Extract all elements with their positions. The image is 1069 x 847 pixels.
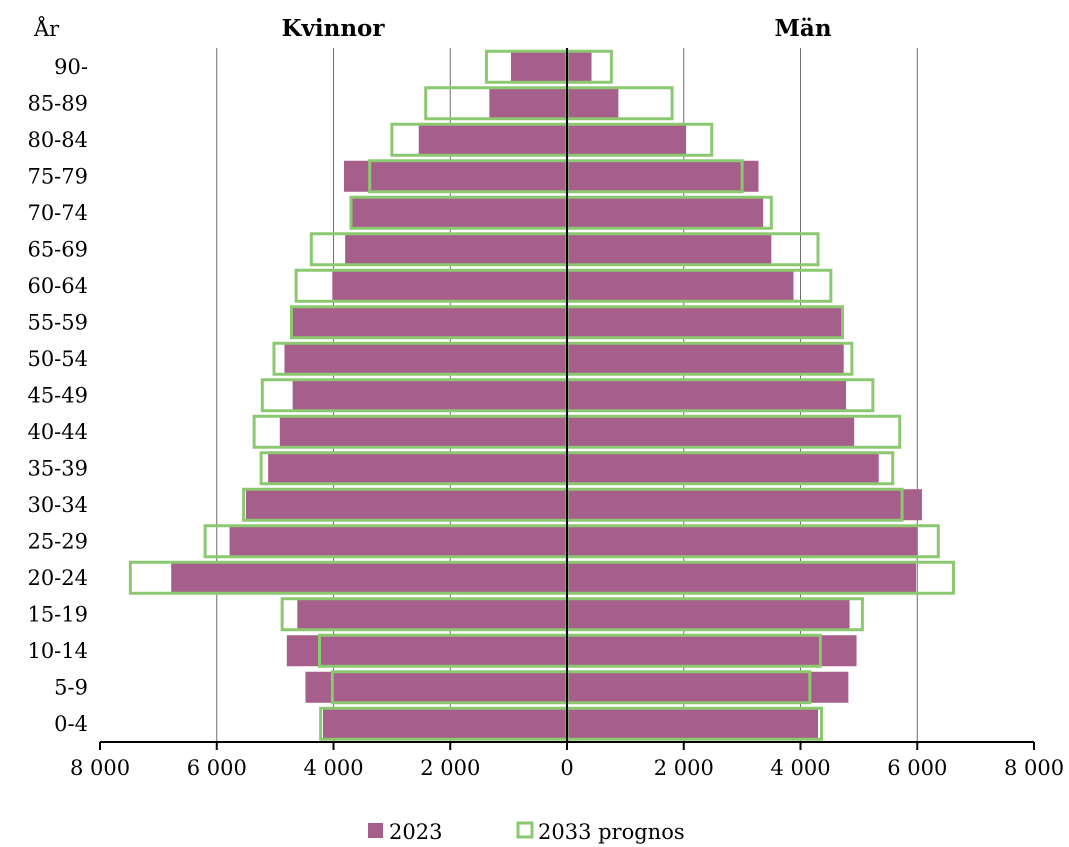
left-panel-title: Kvinnor	[282, 15, 386, 42]
x-tick-label-6: 4 000	[770, 756, 830, 780]
age-group-labels: 0-4 5-9 10-14 15-19 20-24 25-29 30-34 35-39 40-4…	[27, 55, 88, 736]
bar-2023-men-0-4	[567, 708, 819, 740]
bar-2023-men-70-74	[567, 197, 764, 229]
right-panel-title: Män	[774, 15, 831, 42]
age-label-80-84: 80-84	[27, 128, 88, 152]
x-tick-label-2: 4 000	[303, 756, 363, 780]
bar-2023-men-5-9	[567, 671, 849, 703]
bar-2023-men-90-	[567, 51, 592, 83]
bar-2023-men-30-34	[567, 489, 922, 521]
bar-2023-women-50-54	[284, 343, 567, 375]
bar-2023-men-60-64	[567, 270, 794, 302]
bar-2023-men-15-19	[567, 598, 850, 630]
axes	[99, 48, 1035, 750]
bar-2023-women-70-74	[352, 197, 567, 229]
x-tick-label-4: 0	[560, 756, 573, 780]
bar-2023-women-30-34	[245, 489, 567, 521]
bar-2023-women-90-	[510, 51, 567, 83]
bar-2023-women-35-39	[268, 452, 567, 484]
age-label-40-44: 40-44	[27, 420, 88, 444]
bar-2023-men-45-49	[567, 379, 847, 411]
bar-2023-men-35-39	[567, 452, 879, 484]
legend: 2023 2033 prognos	[368, 820, 685, 844]
bar-2023-women-75-79	[344, 160, 567, 192]
bar-2023-men-20-24	[567, 562, 917, 594]
age-label-0-4: 0-4	[54, 712, 88, 736]
x-tick-label-5: 2 000	[654, 756, 714, 780]
age-label-15-19: 15-19	[27, 602, 88, 626]
x-tick-labels: 8 000 6 000 4 000 2 000 0 2 000 4 000 6 000 8 00…	[70, 756, 1064, 780]
bar-2023-women-0-4	[322, 708, 567, 740]
bar-2023-women-65-69	[345, 233, 567, 265]
bar-2023-women-45-49	[292, 379, 567, 411]
age-label-85-89: 85-89	[27, 91, 88, 115]
age-label-65-69: 65-69	[27, 237, 88, 261]
age-label-75-79: 75-79	[27, 164, 88, 188]
bar-2023-men-80-84	[567, 124, 687, 156]
age-label-60-64: 60-64	[27, 274, 88, 298]
x-tick-label-3: 2 000	[420, 756, 480, 780]
bar-2023-women-10-14	[286, 635, 567, 667]
bar-2023-women-40-44	[279, 416, 567, 448]
bar-2023-men-10-14	[567, 635, 857, 667]
x-tick-label-1: 6 000	[187, 756, 247, 780]
age-label-35-39: 35-39	[27, 456, 88, 480]
series-2023-bars	[171, 51, 922, 740]
age-label-70-74: 70-74	[27, 201, 88, 225]
bar-2023-women-15-19	[297, 598, 567, 630]
bar-2023-men-55-59	[567, 306, 842, 338]
x-tick-label-0: 8 000	[70, 756, 130, 780]
bar-2023-women-5-9	[305, 671, 567, 703]
legend-label-2023: 2023	[389, 820, 442, 844]
legend-swatch-2023	[368, 823, 383, 838]
age-label-90-: 90-	[54, 55, 88, 79]
bar-2023-women-20-24	[171, 562, 567, 594]
bar-2023-women-85-89	[489, 87, 567, 119]
age-label-10-14: 10-14	[27, 639, 88, 663]
age-label-55-59: 55-59	[27, 310, 88, 334]
bar-2023-men-65-69	[567, 233, 772, 265]
legend-swatch-2033-prognos	[516, 821, 534, 839]
legend-label-2033-prognos: 2033 prognos	[538, 820, 685, 844]
bar-2023-women-60-64	[332, 270, 567, 302]
bar-2023-women-80-84	[418, 124, 567, 156]
y-axis-title: År	[33, 16, 60, 41]
bar-2023-men-50-54	[567, 343, 844, 375]
age-label-30-34: 30-34	[27, 493, 88, 517]
age-label-50-54: 50-54	[27, 347, 88, 371]
bar-2023-women-55-59	[292, 306, 567, 338]
bar-2023-men-75-79	[567, 160, 759, 192]
bar-2023-men-25-29	[567, 525, 918, 557]
bar-2023-women-25-29	[229, 525, 567, 557]
bar-2023-men-85-89	[567, 87, 619, 119]
age-label-45-49: 45-49	[27, 383, 88, 407]
age-label-5-9: 5-9	[54, 675, 88, 699]
x-tick-label-7: 6 000	[887, 756, 947, 780]
x-tick-label-8: 8 000	[1004, 756, 1064, 780]
age-label-25-29: 25-29	[27, 529, 88, 553]
bar-2023-men-40-44	[567, 416, 855, 448]
age-label-20-24: 20-24	[27, 566, 88, 590]
